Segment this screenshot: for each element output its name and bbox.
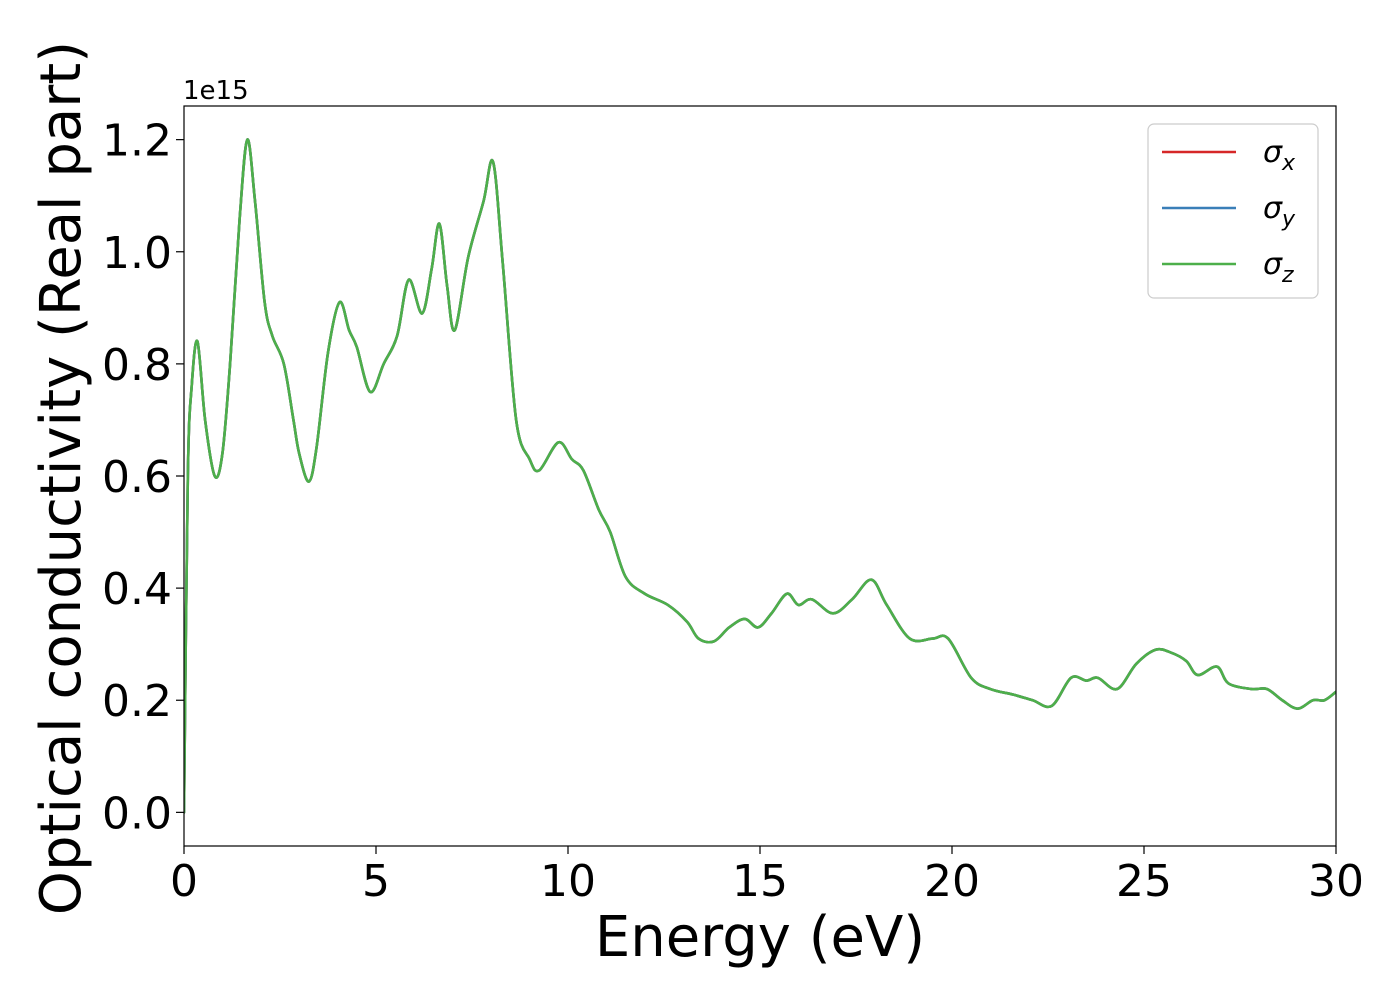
- x-axis-title: Energy (eV): [595, 905, 925, 970]
- y-axis-ticks: 0.0 0.2 0.4 0.6 0.8 1.0 1.2: [102, 116, 184, 839]
- series-line-sigma-z: [184, 138, 1336, 814]
- series-layer: [184, 138, 1336, 814]
- y-tick-label: 0.2: [102, 676, 172, 727]
- legend-label-sigma-x: σx: [1263, 135, 1296, 176]
- y-axis-offset-text: 1e15: [183, 76, 249, 106]
- x-tick-label: 5: [362, 856, 390, 907]
- y-tick-label: 0.8: [102, 340, 172, 391]
- legend-label-sigma-y: σy: [1263, 191, 1296, 232]
- y-axis-title: Optical conductivity (Real part): [29, 41, 94, 915]
- y-tick-label: 0.4: [102, 564, 172, 615]
- x-tick-label: 20: [924, 856, 980, 907]
- x-tick-label: 25: [1116, 856, 1172, 907]
- legend: σx σy σz: [1147, 123, 1319, 299]
- legend-box: [1147, 123, 1319, 299]
- y-tick-label: 1.2: [102, 116, 172, 167]
- x-tick-label: 15: [732, 856, 788, 907]
- y-tick-label: 0.6: [102, 452, 172, 503]
- x-tick-label: 10: [540, 856, 596, 907]
- x-axis-ticks: 0 5 10 15 20 25 30: [170, 846, 1364, 907]
- legend-label-sigma-z: σz: [1263, 247, 1294, 288]
- y-tick-label: 1.0: [102, 228, 172, 279]
- y-tick-label: 0.0: [102, 788, 172, 839]
- x-tick-label: 30: [1308, 856, 1364, 907]
- x-tick-label: 0: [170, 856, 198, 907]
